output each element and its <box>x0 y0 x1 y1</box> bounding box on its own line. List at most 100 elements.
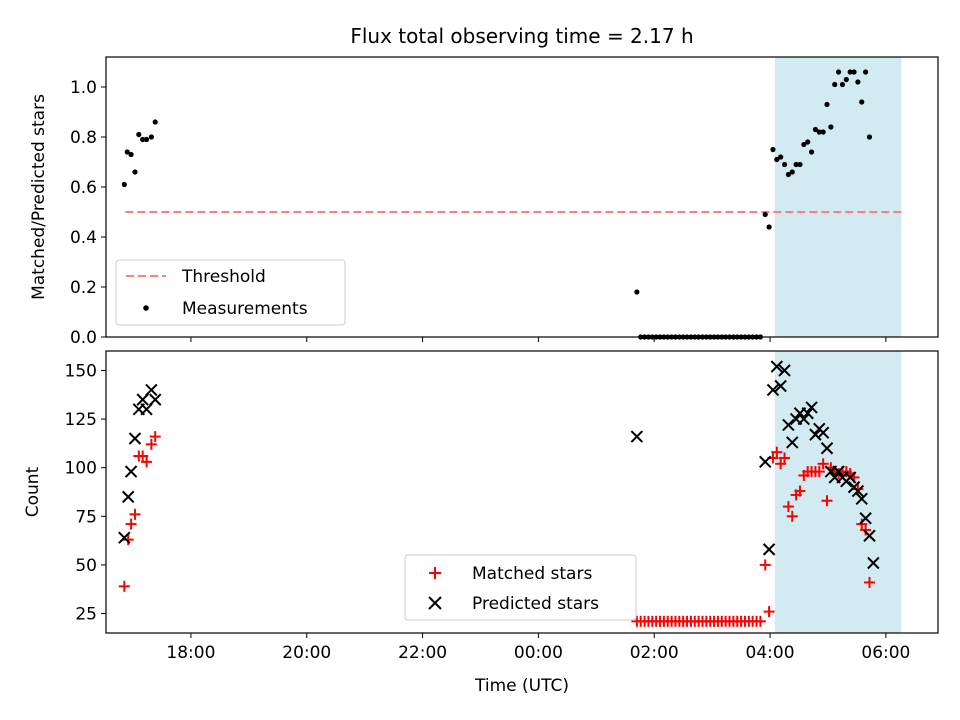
matched-star-point <box>821 495 833 507</box>
matched-star-point <box>813 466 825 478</box>
matched-star-point <box>863 576 875 588</box>
count-y-tick-label: 125 <box>65 410 97 430</box>
measurement-point <box>770 146 776 153</box>
ratio-axes-frame <box>105 56 939 338</box>
predicted-star-point <box>118 531 131 544</box>
ratio-y-tick-label: 0.4 <box>70 228 97 248</box>
measurement-point <box>812 126 819 133</box>
predicted-star-point <box>128 432 142 445</box>
predicted-star-point <box>136 393 149 406</box>
chart-title: Flux total observing time = 2.17 h <box>350 24 693 48</box>
count-axes-frame <box>105 350 939 634</box>
measurement-point <box>152 119 158 125</box>
matched-star-point <box>786 510 798 522</box>
measurement-point <box>778 154 784 160</box>
observing-window-band <box>774 57 902 337</box>
predicted-star-point <box>774 379 787 393</box>
measurement-point <box>774 156 780 163</box>
measurement-point <box>863 69 869 75</box>
measurements-legend-label: Measurements <box>182 299 308 319</box>
ratio-panel: 0.0 0.2 0.4 0.6 0.8 1.0 Matched/Predicted sta… <box>29 56 939 348</box>
predicted-star-point <box>630 430 644 443</box>
measurement-point <box>851 69 857 75</box>
measurement-point <box>835 69 842 75</box>
predicted-star-point <box>867 556 880 570</box>
matched-star-point <box>122 534 134 546</box>
measurement-point <box>762 211 768 218</box>
count-y-tick-label: 25 <box>75 605 97 625</box>
predicted-legend-marker <box>428 596 442 610</box>
count-y-tick-label: 150 <box>65 361 97 381</box>
predicted-star-point <box>801 407 814 420</box>
ratio-y-axis-label: Matched/Predicted stars <box>29 94 49 300</box>
measurement-point <box>805 139 811 145</box>
measurement-point <box>816 129 822 135</box>
matched-star-point <box>145 438 157 450</box>
matched-star-point <box>137 450 149 462</box>
matched-star-point <box>149 431 161 443</box>
count-y-tick-label: 75 <box>75 507 97 527</box>
matched-star-point <box>860 524 872 536</box>
count-panel: 25 50 75 100 125 150 18:00 20:00 22:00 00:00 02:0… <box>23 350 939 696</box>
measurement-point <box>124 149 130 155</box>
x-tick-label: 22:00 <box>398 643 447 663</box>
predicted-star-point <box>851 484 865 498</box>
measurements-legend-marker <box>143 305 149 311</box>
measurement-point <box>121 181 127 188</box>
measurement-point <box>839 81 846 88</box>
matched-star-point <box>856 518 868 530</box>
predicted-star-point <box>816 426 830 439</box>
measurement-point <box>824 101 830 108</box>
matched-legend-label: Matched stars <box>472 564 592 584</box>
measurement-point <box>847 69 853 75</box>
count-y-tick-label: 100 <box>65 459 97 479</box>
matched-star-point <box>118 580 130 592</box>
measurement-point <box>136 131 142 138</box>
predicted-star-point <box>843 471 857 484</box>
threshold-legend-label: Threshold <box>181 267 266 287</box>
predicted-star-point <box>809 428 822 441</box>
observing-window-band <box>774 351 902 633</box>
matched-star-point <box>782 501 794 513</box>
measurement-point <box>634 289 640 295</box>
count-y-axis-label: Count <box>23 466 43 517</box>
predicted-star-point <box>121 490 135 504</box>
predicted-star-point <box>124 465 138 478</box>
count-legend: Matched stars Predicted stars <box>404 554 637 621</box>
predicted-star-point <box>855 492 868 506</box>
x-axis-label: Time (UTC) <box>474 676 569 696</box>
measurement-point <box>132 169 138 175</box>
predicted-star-point <box>140 403 153 416</box>
x-tick-label: 04:00 <box>746 643 795 663</box>
predicted-star-point <box>782 418 795 432</box>
matched-star-point <box>779 452 791 464</box>
ratio-y-tick-label: 0.0 <box>70 328 97 348</box>
predicted-star-point <box>863 529 876 542</box>
measurement-point <box>797 161 803 168</box>
measurement-point <box>820 129 826 135</box>
predicted-star-point <box>805 401 818 414</box>
matched-star-point <box>794 485 806 497</box>
predicted-legend-label: Predicted stars <box>472 594 599 614</box>
x-tick-label: 20:00 <box>282 643 331 663</box>
predicted-star-point <box>832 465 845 478</box>
predicted-star-point <box>759 455 772 469</box>
x-tick-label: 02:00 <box>630 643 679 663</box>
matched-star-point <box>125 518 137 530</box>
x-tick-label: 18:00 <box>166 643 215 663</box>
measurement-point <box>808 149 815 155</box>
predicted-star-point <box>820 442 834 455</box>
predicted-star-point <box>762 543 776 556</box>
matched-star-point <box>771 446 783 458</box>
measurement-point <box>766 224 772 230</box>
matched-star-point <box>852 483 864 495</box>
ratio-y-tick-label: 0.6 <box>70 178 97 198</box>
measurement-point <box>843 76 849 83</box>
measurement-point <box>801 141 807 148</box>
matched-star-point <box>759 559 771 571</box>
measurement-point <box>828 124 834 130</box>
x-tick-label: 00:00 <box>514 643 563 663</box>
predicted-star-point <box>786 436 799 449</box>
matched-star-point <box>817 458 829 470</box>
